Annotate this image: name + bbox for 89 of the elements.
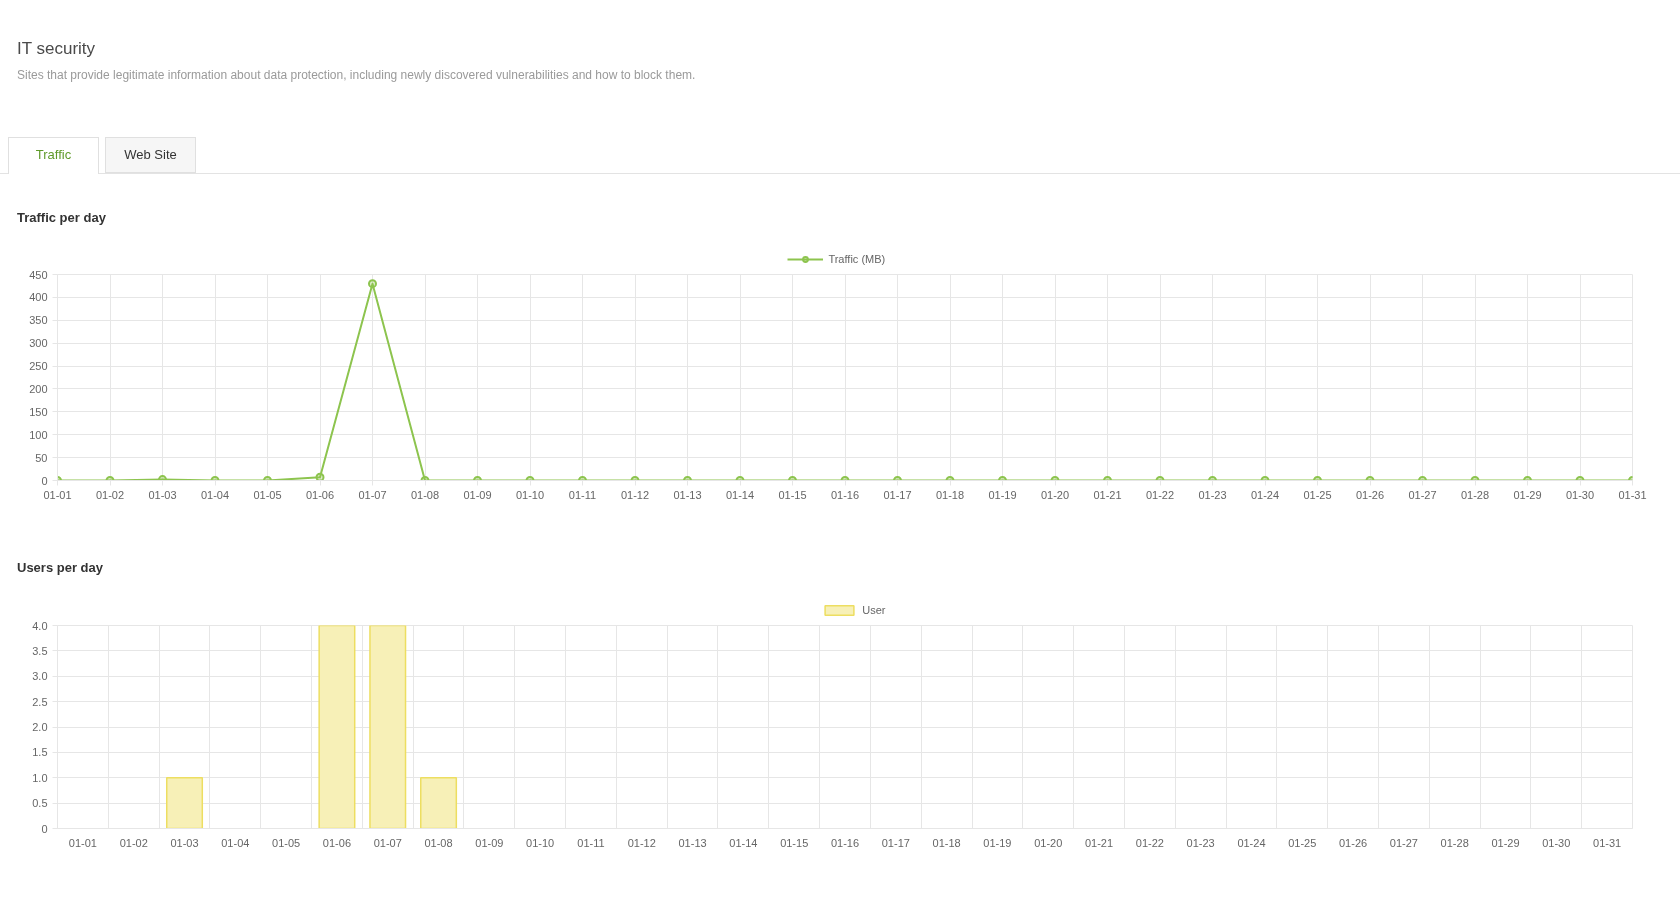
x-tick-label: 01-27: [1408, 488, 1437, 501]
x-tick-label: 01-25: [1288, 836, 1317, 849]
x-tick-label: 01-21: [1093, 488, 1122, 501]
legend-label: Traffic (MB): [828, 253, 886, 265]
x-tick-label: 01-19: [988, 488, 1017, 501]
x-tick-label: 01-07: [358, 488, 387, 501]
y-tick-label: 0.5: [32, 797, 48, 810]
y-tick-label: 4.0: [32, 619, 48, 632]
x-tick-label: 01-23: [1186, 836, 1215, 849]
x-tick-label: 01-18: [932, 836, 961, 849]
x-tick-label: 01-01: [68, 836, 97, 849]
x-tick-label: 01-15: [778, 488, 807, 501]
x-tick-label: 01-16: [830, 488, 860, 501]
text: Sites that provide legitimate information about data protection, including newly discovered vulnerabilities and how to block them.: [17, 67, 696, 84]
text: Traffic: [8, 137, 99, 174]
x-tick-label: 01-13: [673, 488, 702, 501]
x-tick-label: 01-18: [935, 488, 965, 501]
y-tick-label: 3.5: [32, 644, 48, 657]
y-tick-label: 200: [29, 382, 48, 395]
x-tick-label: 01-30: [1542, 836, 1571, 849]
x-tick-label: 01-29: [1513, 488, 1542, 501]
y-tick-label: 0: [41, 822, 48, 835]
x-tick-label: 01-28: [1440, 836, 1469, 849]
y-tick-label: 150: [29, 405, 48, 418]
x-tick-label: 01-11: [577, 836, 605, 849]
y-tick-label: 450: [29, 268, 48, 281]
x-tick-label: 01-24: [1250, 488, 1280, 501]
x-tick-label: 01-24: [1237, 836, 1266, 849]
x-tick-label: 01-10: [526, 836, 555, 849]
y-tick-label: 2.0: [32, 721, 48, 733]
legend-label: User: [862, 604, 886, 616]
x-tick-label: 01-17: [883, 488, 912, 501]
x-tick-label: 01-05: [272, 836, 301, 849]
x-tick-label: 01-30: [1565, 488, 1595, 501]
text: Web Site: [105, 137, 196, 173]
x-tick-label: 01-04: [221, 836, 250, 849]
x-tick-label: 01-22: [1145, 488, 1175, 501]
x-tick-label: 01-28: [1460, 488, 1490, 501]
x-tick-label: 01-25: [1303, 488, 1332, 501]
y-tick-label: 2.5: [32, 695, 48, 708]
y-tick-label: 250: [29, 360, 48, 373]
chart-title: Users per day: [17, 560, 103, 575]
y-tick-label: 50: [35, 451, 48, 464]
x-tick-label: 01-11: [568, 488, 597, 501]
y-tick-label: 1.0: [32, 771, 48, 784]
x-tick-label: 01-02: [119, 836, 148, 849]
x-tick-label: 01-26: [1339, 836, 1368, 849]
x-tick-label: 01-29: [1491, 836, 1520, 849]
x-tick-label: 01-15: [780, 836, 809, 849]
x-tick-label: 01-05: [253, 488, 282, 501]
x-tick-label: 01-14: [725, 488, 755, 501]
x-tick-label: 01-06: [322, 836, 352, 849]
x-tick-label: 01-08: [424, 836, 453, 849]
y-tick-label: 350: [29, 314, 48, 327]
chart-title: Traffic per day: [17, 210, 106, 225]
x-tick-label: 01-31: [1593, 836, 1622, 849]
x-tick-label: 01-02: [95, 488, 125, 501]
y-tick-label: 100: [29, 428, 48, 441]
x-tick-label: 01-08: [410, 488, 440, 501]
y-tick-label: 400: [29, 291, 48, 304]
x-tick-label: 01-27: [1389, 836, 1418, 849]
y-tick-label: 1.5: [32, 746, 48, 759]
x-tick-label: 01-22: [1135, 836, 1164, 849]
y-tick-label: 0: [41, 474, 48, 487]
x-tick-label: 01-06: [305, 488, 335, 501]
x-tick-label: 01-20: [1034, 836, 1063, 849]
x-tick-label: 01-31: [1618, 488, 1647, 501]
x-tick-label: 01-21: [1084, 836, 1114, 849]
x-tick-label: 01-04: [200, 488, 230, 501]
x-tick-label: 01-12: [620, 488, 650, 501]
x-tick-label: 01-10: [515, 488, 545, 501]
x-tick-label: 01-17: [881, 836, 910, 849]
x-tick-label: 01-03: [170, 836, 199, 849]
y-tick-label: 300: [29, 337, 48, 350]
x-tick-label: 01-12: [627, 836, 656, 849]
x-tick-label: 01-07: [373, 836, 402, 849]
x-tick-label: 01-26: [1355, 488, 1385, 501]
x-tick-label: 01-19: [983, 836, 1012, 849]
x-tick-label: 01-03: [148, 488, 177, 501]
x-tick-label: 01-23: [1198, 488, 1227, 501]
x-tick-label: 01-01: [43, 488, 72, 501]
x-tick-label: 01-09: [463, 488, 492, 501]
x-tick-label: 01-14: [729, 836, 758, 849]
y-tick-label: 3.0: [32, 670, 48, 683]
x-tick-label: 01-09: [475, 836, 504, 849]
x-tick-label: 01-20: [1040, 488, 1070, 501]
x-tick-label: 01-16: [830, 836, 860, 849]
x-tick-label: 01-13: [678, 836, 707, 849]
text: IT security: [17, 38, 96, 60]
